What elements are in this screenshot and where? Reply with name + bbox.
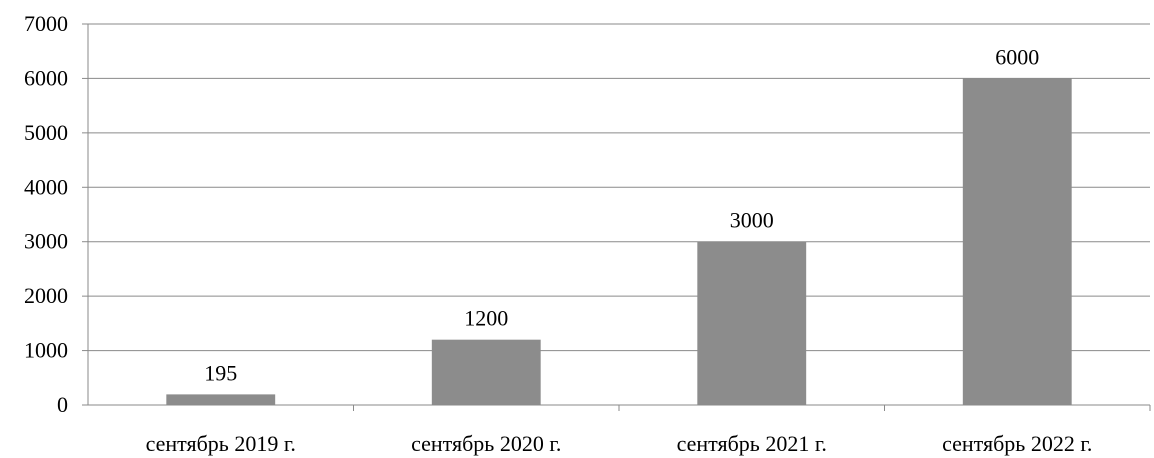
bar — [697, 241, 807, 405]
y-tick-label: 4000 — [24, 174, 68, 199]
x-category-label: сентябрь 2019 г. — [146, 431, 296, 456]
y-tick-label: 6000 — [24, 65, 68, 90]
data-label: 195 — [204, 360, 237, 385]
data-label: 6000 — [995, 44, 1039, 69]
x-category-label: сентябрь 2021 г. — [677, 431, 827, 456]
data-label: 1200 — [464, 306, 508, 331]
x-category-labels: сентябрь 2019 г. сентябрь 2020 г. сентябрь… — [146, 431, 1093, 456]
y-tick-label: 3000 — [24, 229, 68, 254]
data-label: 3000 — [730, 208, 774, 233]
bars — [166, 78, 1072, 405]
bar — [431, 339, 541, 405]
y-tick-labels: 0 1000 2000 3000 4000 5000 6000 7000 — [24, 11, 68, 417]
bar — [962, 78, 1072, 405]
x-category-label: сентябрь 2020 г. — [411, 431, 561, 456]
y-tick-label: 1000 — [24, 338, 68, 363]
data-labels: 195 1200 3000 6000 — [204, 44, 1039, 385]
y-tick-label: 0 — [57, 392, 68, 417]
bar — [166, 394, 276, 405]
axes — [82, 23, 1151, 411]
x-category-label: сентябрь 2022 г. — [942, 431, 1092, 456]
y-tick-label: 2000 — [24, 283, 68, 308]
gridlines — [88, 23, 1150, 352]
y-tick-label: 7000 — [24, 11, 68, 36]
y-tick-label: 5000 — [24, 120, 68, 145]
